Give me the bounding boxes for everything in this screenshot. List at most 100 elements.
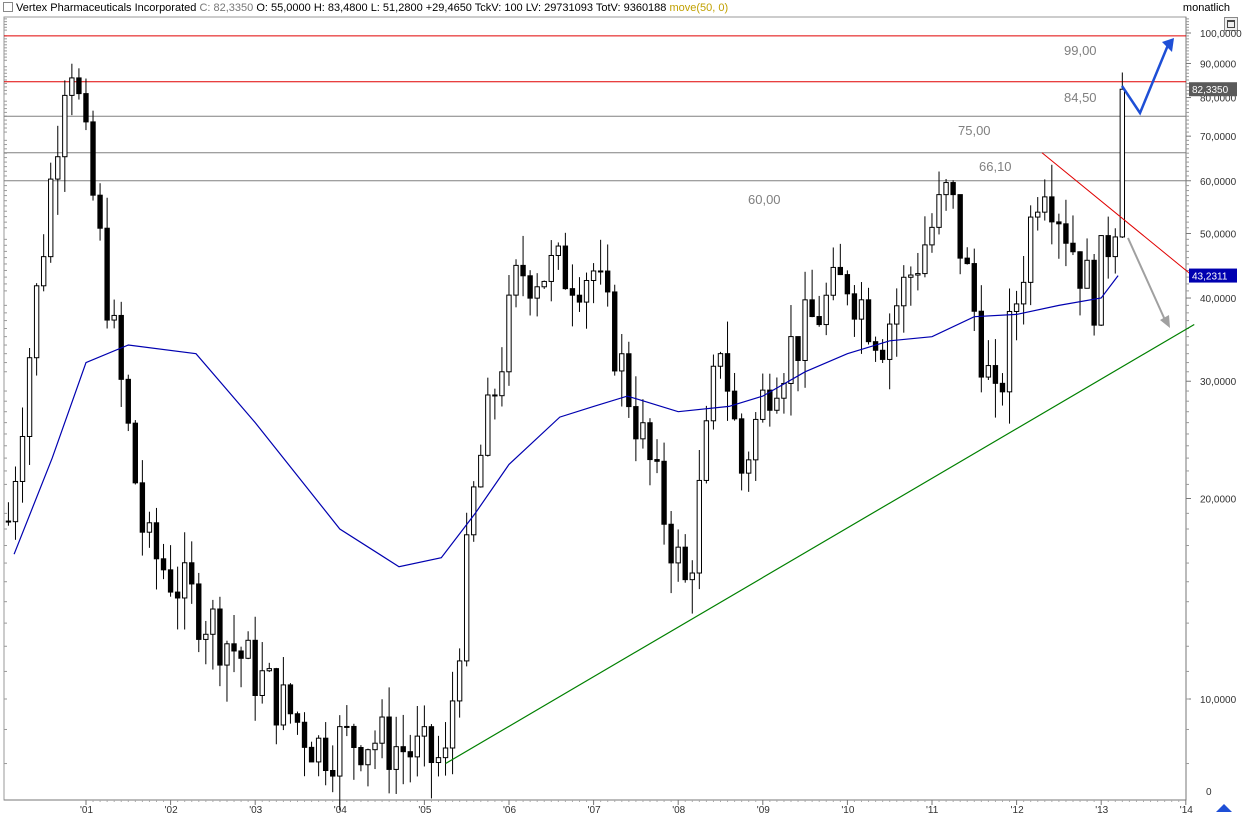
candle-body xyxy=(203,633,209,640)
candle-body xyxy=(308,746,315,763)
candle-body xyxy=(823,294,829,326)
candle-body xyxy=(160,558,167,571)
candle-body xyxy=(259,670,265,696)
candle-body xyxy=(1042,196,1048,213)
candle-body xyxy=(760,389,766,420)
instrument-name: Vertex Pharmaceuticals Incorporated xyxy=(16,2,197,14)
candle-body xyxy=(569,288,576,296)
y-tick-label: 70,0000 xyxy=(1200,132,1237,143)
candle-body xyxy=(351,725,357,749)
candle-body xyxy=(929,226,935,246)
candle-body xyxy=(837,266,844,276)
projection-down-arrow xyxy=(1127,237,1166,321)
candle-body xyxy=(809,299,815,318)
candle-body xyxy=(280,684,287,726)
y-tick-label: 50,0000 xyxy=(1200,229,1237,240)
candle-body xyxy=(851,293,858,320)
candle-body xyxy=(1084,259,1090,289)
candle-body xyxy=(724,353,731,392)
x-tick-label: '07 xyxy=(588,805,601,816)
candle-body xyxy=(640,422,646,440)
projection-down-arrowhead xyxy=(1160,315,1170,328)
candle-body xyxy=(463,534,470,662)
candle-body xyxy=(865,299,872,343)
level-label: 75,00 xyxy=(958,123,991,138)
candle-body xyxy=(153,522,160,560)
y-tick-label: 10,0000 xyxy=(1200,695,1237,706)
corner-marker-icon xyxy=(1216,804,1232,812)
candle-body xyxy=(781,382,787,399)
candle-body xyxy=(1049,196,1055,223)
candle-body xyxy=(562,245,569,290)
candle-body xyxy=(315,737,322,763)
candle-body xyxy=(901,276,907,307)
candle-body xyxy=(238,650,244,659)
maximize-icon[interactable] xyxy=(1224,17,1238,31)
candle-body xyxy=(682,546,688,581)
candle-body xyxy=(745,459,752,474)
candle-body xyxy=(802,299,808,361)
candle-body xyxy=(471,486,477,536)
candle-body xyxy=(5,520,12,523)
level-label: 60,00 xyxy=(748,192,781,207)
projection-up-arrowhead xyxy=(1162,38,1174,52)
candle-body xyxy=(435,757,442,764)
close-value: 82,3350 xyxy=(213,2,254,14)
candle-body xyxy=(132,422,139,484)
candle-body xyxy=(428,726,435,764)
candle-body xyxy=(358,747,364,766)
candle-body xyxy=(146,522,153,533)
candle-body xyxy=(224,643,230,666)
x-tick-label: '06 xyxy=(503,805,516,816)
moving-average-line xyxy=(13,275,1119,568)
candle-body xyxy=(1105,235,1111,258)
candle-body xyxy=(964,257,970,265)
candle-body xyxy=(576,294,583,303)
candle-body xyxy=(1091,259,1097,326)
candle-body xyxy=(181,562,188,599)
candle-body xyxy=(217,608,223,666)
candle-body xyxy=(957,194,963,259)
candle-body xyxy=(971,263,977,312)
candle-body xyxy=(407,751,413,758)
candle-body xyxy=(513,264,519,296)
candle-body xyxy=(1006,310,1013,393)
x-tick-label: '03 xyxy=(249,805,262,816)
y-tick-label: 80,0000 xyxy=(1200,94,1237,105)
y-tick-label: 90,0000 xyxy=(1200,59,1237,70)
candle-body xyxy=(830,266,836,296)
x-tick-label: '04 xyxy=(334,805,347,816)
x-tick-label: '13 xyxy=(1095,805,1108,816)
candle-body xyxy=(978,310,985,378)
candle-body xyxy=(795,336,801,361)
x-tick-label: '12 xyxy=(1011,805,1024,816)
candle-body xyxy=(943,182,949,196)
candle-body xyxy=(167,569,174,593)
candle-body xyxy=(1020,281,1027,305)
candle-body xyxy=(1119,88,1126,238)
chart-header: Vertex Pharmaceuticals Incorporated C: 8… xyxy=(0,0,1242,16)
candle-body xyxy=(590,270,597,281)
candle-body xyxy=(196,583,202,640)
candle-body xyxy=(1056,221,1062,225)
candle-body xyxy=(506,294,512,373)
candle-body xyxy=(626,353,632,408)
candle-body xyxy=(400,746,406,753)
candle-body xyxy=(273,668,280,726)
candle-body xyxy=(76,77,82,95)
y-tick-label: 30,0000 xyxy=(1200,377,1237,388)
level-label: 66,10 xyxy=(979,159,1012,174)
candle-body xyxy=(668,523,674,564)
candle-body xyxy=(139,482,146,533)
candle-body xyxy=(753,418,759,461)
candle-body xyxy=(365,749,371,766)
x-tick-label: '09 xyxy=(757,805,770,816)
candle-body xyxy=(703,420,710,481)
candle-body xyxy=(604,270,611,293)
window-icon[interactable] xyxy=(3,2,13,12)
candle-body xyxy=(337,726,343,777)
candle-body xyxy=(478,454,484,488)
candle-body xyxy=(1112,236,1118,258)
candle-body xyxy=(322,737,329,772)
candle-body xyxy=(647,422,653,461)
